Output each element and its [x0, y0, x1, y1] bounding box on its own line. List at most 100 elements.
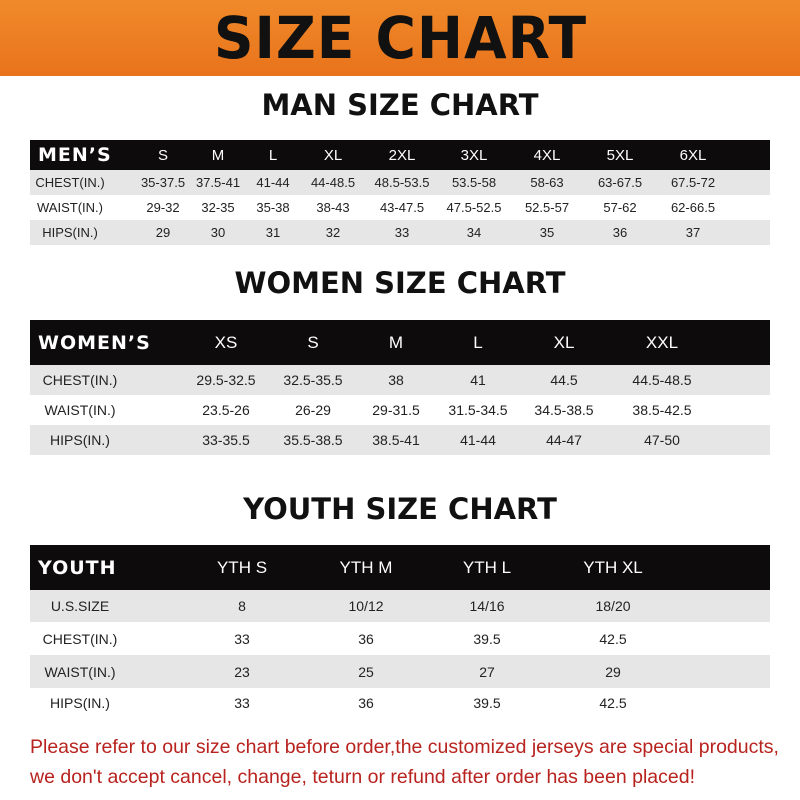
size-header: 6XL — [679, 146, 707, 164]
table-cell: 23.5-26 — [202, 402, 250, 418]
table-cell: 38.5-42.5 — [632, 402, 692, 418]
table-cell: 10/12 — [348, 598, 384, 614]
size-header: 5XL — [606, 146, 634, 164]
table-cell: 52.5-57 — [524, 200, 570, 215]
table-row: CHEST(IN.) 35-37.5 37.5-41 41-44 44-48.5 48.5… — [30, 170, 770, 195]
table-cell: 32-35 — [201, 200, 235, 215]
table-cell: 29 — [605, 663, 621, 680]
measurement-label: HIPS(IN.) — [50, 432, 110, 448]
table-cell: 23 — [234, 663, 250, 680]
table-cell: 31.5-34.5 — [448, 402, 508, 418]
table-cell: 37.5-41 — [195, 175, 241, 190]
women-header-row: WOMEN’S XS S M L XL XXL — [30, 320, 770, 365]
table-cell: 38 — [388, 372, 404, 388]
table-cell: 27 — [479, 663, 495, 680]
table-cell: 33 — [234, 630, 250, 647]
table-cell: 34 — [466, 225, 482, 240]
table-cell: 48.5-53.5 — [374, 175, 430, 190]
table-cell: 32.5-35.5 — [283, 372, 343, 388]
table-cell: 35-38 — [256, 200, 290, 215]
table-cell: 35 — [539, 225, 555, 240]
table-cell: 57-62 — [603, 200, 637, 215]
table-cell: 33-35.5 — [202, 432, 250, 448]
table-cell: 41-44 — [256, 175, 290, 190]
table-row: CHEST(IN.) 33 36 39.5 42.5 — [30, 622, 770, 655]
table-cell: 41 — [470, 372, 486, 388]
size-header: L — [473, 332, 483, 352]
table-row: WAIST(IN.) 29-32 32-35 35-38 38-43 43-47.5 47.… — [30, 195, 770, 220]
youth-header-row: YOUTH YTH S YTH M YTH L YTH XL — [30, 545, 770, 590]
table-cell: 38.5-41 — [372, 432, 420, 448]
size-header: XL — [553, 332, 575, 352]
table-cell: 33 — [394, 225, 410, 240]
table-category-label: WOMEN’S — [38, 331, 151, 354]
table-row: HIPS(IN.) 33-35.5 35.5-38.5 38.5-41 41-44 44-… — [30, 425, 770, 455]
table-row: WAIST(IN.) 23.5-26 26-29 29-31.5 31.5-34.5 34… — [30, 395, 770, 425]
men-header-row: MEN’S S M L XL 2XL 3XL 4XL 5XL 6XL — [30, 140, 770, 170]
table-cell: 63-67.5 — [597, 175, 643, 190]
table-cell: 62-66.5 — [670, 200, 716, 215]
table-cell: 29-32 — [146, 200, 180, 215]
table-cell: 44-48.5 — [310, 175, 356, 190]
table-row: HIPS(IN.) 33 36 39.5 42.5 — [30, 688, 770, 718]
table-cell: 39.5 — [473, 630, 501, 647]
size-header: M — [211, 146, 225, 164]
size-header: 3XL — [460, 146, 488, 164]
size-header: S — [157, 146, 169, 164]
size-header: L — [268, 146, 278, 164]
men-chart-title: MAN SIZE CHART — [261, 88, 539, 122]
table-cell: 18/20 — [595, 598, 631, 614]
measurement-label: WAIST(IN.) — [44, 402, 116, 418]
table-cell: 53.5-58 — [451, 175, 497, 190]
table-cell: 34.5-38.5 — [534, 402, 594, 418]
measurement-label: CHEST(IN.) — [35, 175, 105, 190]
table-cell: 29.5-32.5 — [196, 372, 256, 388]
order-notice-line-1: Please refer to our size chart before or… — [30, 736, 779, 758]
measurement-label: WAIST(IN.) — [44, 663, 116, 680]
women-size-table: WOMEN’S XS S M L XL XXL CHEST(IN.) 29.5-32.5 32.5… — [30, 320, 770, 455]
table-cell: 67.5-72 — [670, 175, 716, 190]
table-cell: 8 — [238, 598, 246, 614]
order-notice: Please refer to our size chart before or… — [30, 732, 790, 792]
table-cell: 43-47.5 — [379, 200, 425, 215]
table-cell: 31 — [265, 225, 281, 240]
table-row: HIPS(IN.) 29 30 31 32 33 34 35 36 37 — [30, 220, 770, 245]
table-cell: 32 — [325, 225, 341, 240]
table-cell: 36 — [358, 630, 374, 647]
table-category-label: YOUTH — [38, 556, 117, 579]
table-cell: 25 — [358, 663, 374, 680]
table-cell: 44-47 — [546, 432, 582, 448]
table-cell: 14/16 — [469, 598, 505, 614]
measurement-label: CHEST(IN.) — [42, 630, 118, 647]
size-header: M — [388, 332, 404, 352]
size-header: YTH S — [216, 557, 268, 577]
size-header: 2XL — [388, 146, 416, 164]
table-cell: 35.5-38.5 — [283, 432, 343, 448]
table-cell: 29-31.5 — [372, 402, 420, 418]
table-cell: 36 — [358, 695, 374, 711]
table-cell: 36 — [612, 225, 628, 240]
women-chart-title: WOMEN SIZE CHART — [234, 266, 566, 300]
table-cell: 33 — [234, 695, 250, 711]
table-cell: 26-29 — [295, 402, 331, 418]
table-cell: 35-37.5 — [140, 175, 186, 190]
table-cell: 47-50 — [644, 432, 680, 448]
size-header: YTH M — [339, 557, 393, 577]
measurement-label: HIPS(IN.) — [42, 225, 98, 240]
size-header: 4XL — [533, 146, 561, 164]
size-header: YTH L — [462, 557, 512, 577]
table-cell: 42.5 — [599, 695, 627, 711]
youth-chart-title: YOUTH SIZE CHART — [243, 492, 557, 526]
size-header: XL — [323, 146, 343, 164]
table-row: U.S.SIZE 8 10/12 14/16 18/20 — [30, 590, 770, 622]
size-header: XS — [214, 332, 238, 352]
table-cell: 47.5-52.5 — [446, 200, 502, 215]
table-cell: 44.5 — [550, 372, 578, 388]
measurement-label: U.S.SIZE — [50, 598, 110, 614]
table-cell: 37 — [685, 225, 701, 240]
table-cell: 44.5-48.5 — [632, 372, 692, 388]
table-cell: 42.5 — [599, 630, 627, 647]
table-cell: 39.5 — [473, 695, 501, 711]
size-header: S — [307, 332, 319, 352]
measurement-label: CHEST(IN.) — [42, 372, 118, 388]
